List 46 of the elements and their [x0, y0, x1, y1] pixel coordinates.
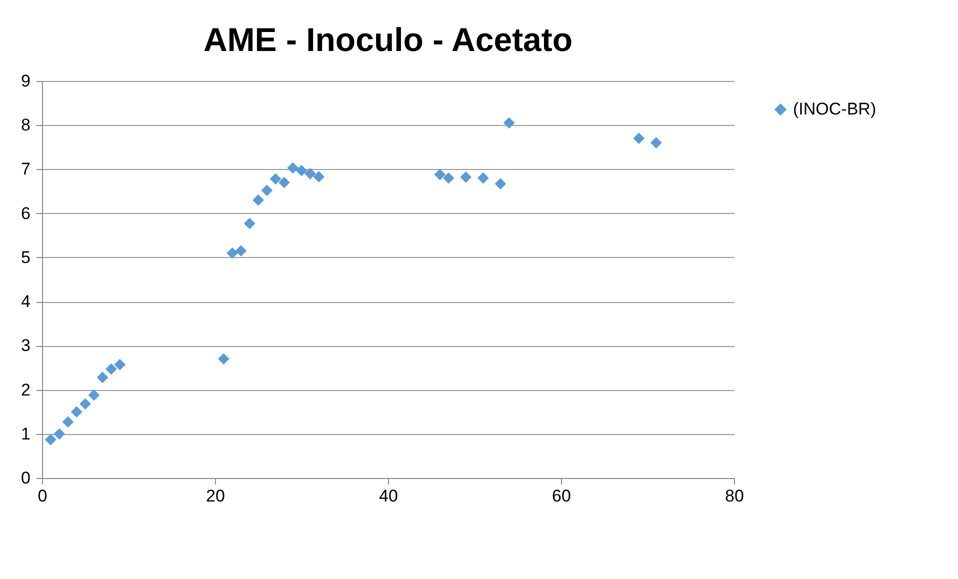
point — [62, 416, 74, 428]
point — [503, 117, 515, 129]
point — [460, 171, 472, 183]
point — [54, 428, 65, 440]
point — [434, 168, 446, 180]
y-tick-label: 4 — [21, 292, 30, 312]
point — [106, 363, 117, 375]
chart-title: AME - Inoculo - Acetato — [203, 21, 573, 58]
point — [244, 218, 256, 230]
point — [633, 132, 645, 144]
y-tick-label: 6 — [21, 204, 30, 223]
point — [296, 164, 308, 176]
point — [44, 434, 56, 446]
x-tick-label: 40 — [379, 486, 398, 506]
point — [226, 247, 238, 259]
point — [287, 162, 299, 174]
point — [218, 353, 230, 365]
point — [70, 406, 82, 418]
y-tick-label: 3 — [21, 336, 30, 356]
x-tick-label: 60 — [552, 486, 571, 506]
y-tick-label: 5 — [21, 248, 30, 267]
y-tick-label: 1 — [21, 424, 30, 444]
y-tick-label: 8 — [21, 116, 30, 135]
y-tick-label: 7 — [21, 160, 30, 179]
point — [235, 245, 247, 257]
point — [114, 358, 126, 370]
y-tick-label: 0 — [21, 468, 30, 488]
point — [88, 389, 100, 401]
x-tick-label: 80 — [725, 486, 744, 506]
point — [650, 137, 662, 148]
point — [80, 398, 91, 410]
point — [261, 184, 273, 196]
point — [304, 168, 316, 180]
point — [270, 173, 282, 185]
point — [477, 172, 489, 184]
point — [278, 176, 290, 188]
y-tick-label: 2 — [21, 380, 30, 400]
point — [442, 172, 454, 184]
point — [252, 194, 264, 206]
point — [313, 171, 324, 182]
point — [96, 372, 108, 384]
point — [494, 178, 506, 190]
y-tick-label: 9 — [21, 72, 30, 90]
x-tick-label: 20 — [206, 486, 225, 506]
legend-label: (INOC-BR) — [793, 100, 876, 118]
x-tick-label: 0 — [38, 486, 48, 506]
